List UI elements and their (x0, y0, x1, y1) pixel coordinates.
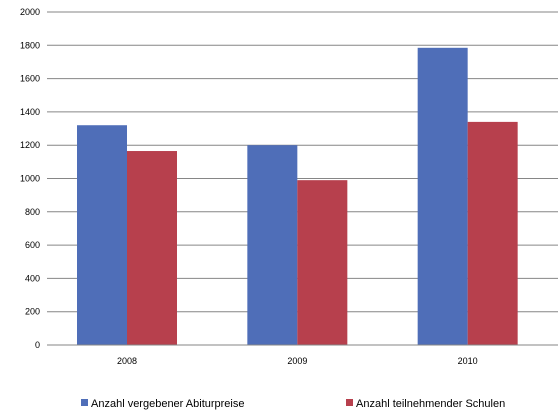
y-tick-label: 200 (25, 307, 40, 317)
bar-schulen-2009 (297, 180, 348, 345)
bar-abiturpreise-2010 (417, 47, 468, 346)
y-tick-label: 1600 (20, 74, 40, 84)
bars (77, 47, 518, 346)
legend-swatch-series-2 (346, 399, 353, 406)
y-axis-tick-labels: 0 200 400 600 800 1000 1200 1400 1600 1800 2000 (20, 7, 40, 350)
y-tick-label: 0 (35, 340, 40, 350)
legend-label-series-2: Anzahl teilnehmender Schulen (356, 398, 505, 410)
y-tick-label: 400 (25, 273, 40, 283)
y-tick-label: 600 (25, 240, 40, 250)
bar-schulen-2010 (467, 121, 518, 345)
bar-schulen-2008 (127, 151, 177, 345)
x-axis-tick-labels: 2008 2009 2010 (117, 356, 478, 366)
x-tick-label: 2009 (287, 356, 307, 366)
x-tick-label: 2010 (458, 356, 478, 366)
y-tick-label: 1200 (20, 140, 40, 150)
y-tick-label: 2000 (20, 7, 40, 17)
y-tick-label: 1400 (20, 107, 40, 117)
bar-abiturpreise-2009 (247, 145, 298, 345)
legend-swatch-series-1 (81, 399, 88, 406)
legend-label-series-1: Anzahl vergebener Abiturpreise (91, 398, 244, 410)
y-tick-label: 800 (25, 207, 40, 217)
bar-abiturpreise-2008 (77, 125, 127, 345)
y-tick-label: 1000 (20, 174, 40, 184)
y-tick-label: 1800 (20, 40, 40, 50)
x-tick-label: 2008 (117, 356, 137, 366)
legend: Anzahl vergebener Abiturpreise Anzahl te… (81, 398, 505, 410)
